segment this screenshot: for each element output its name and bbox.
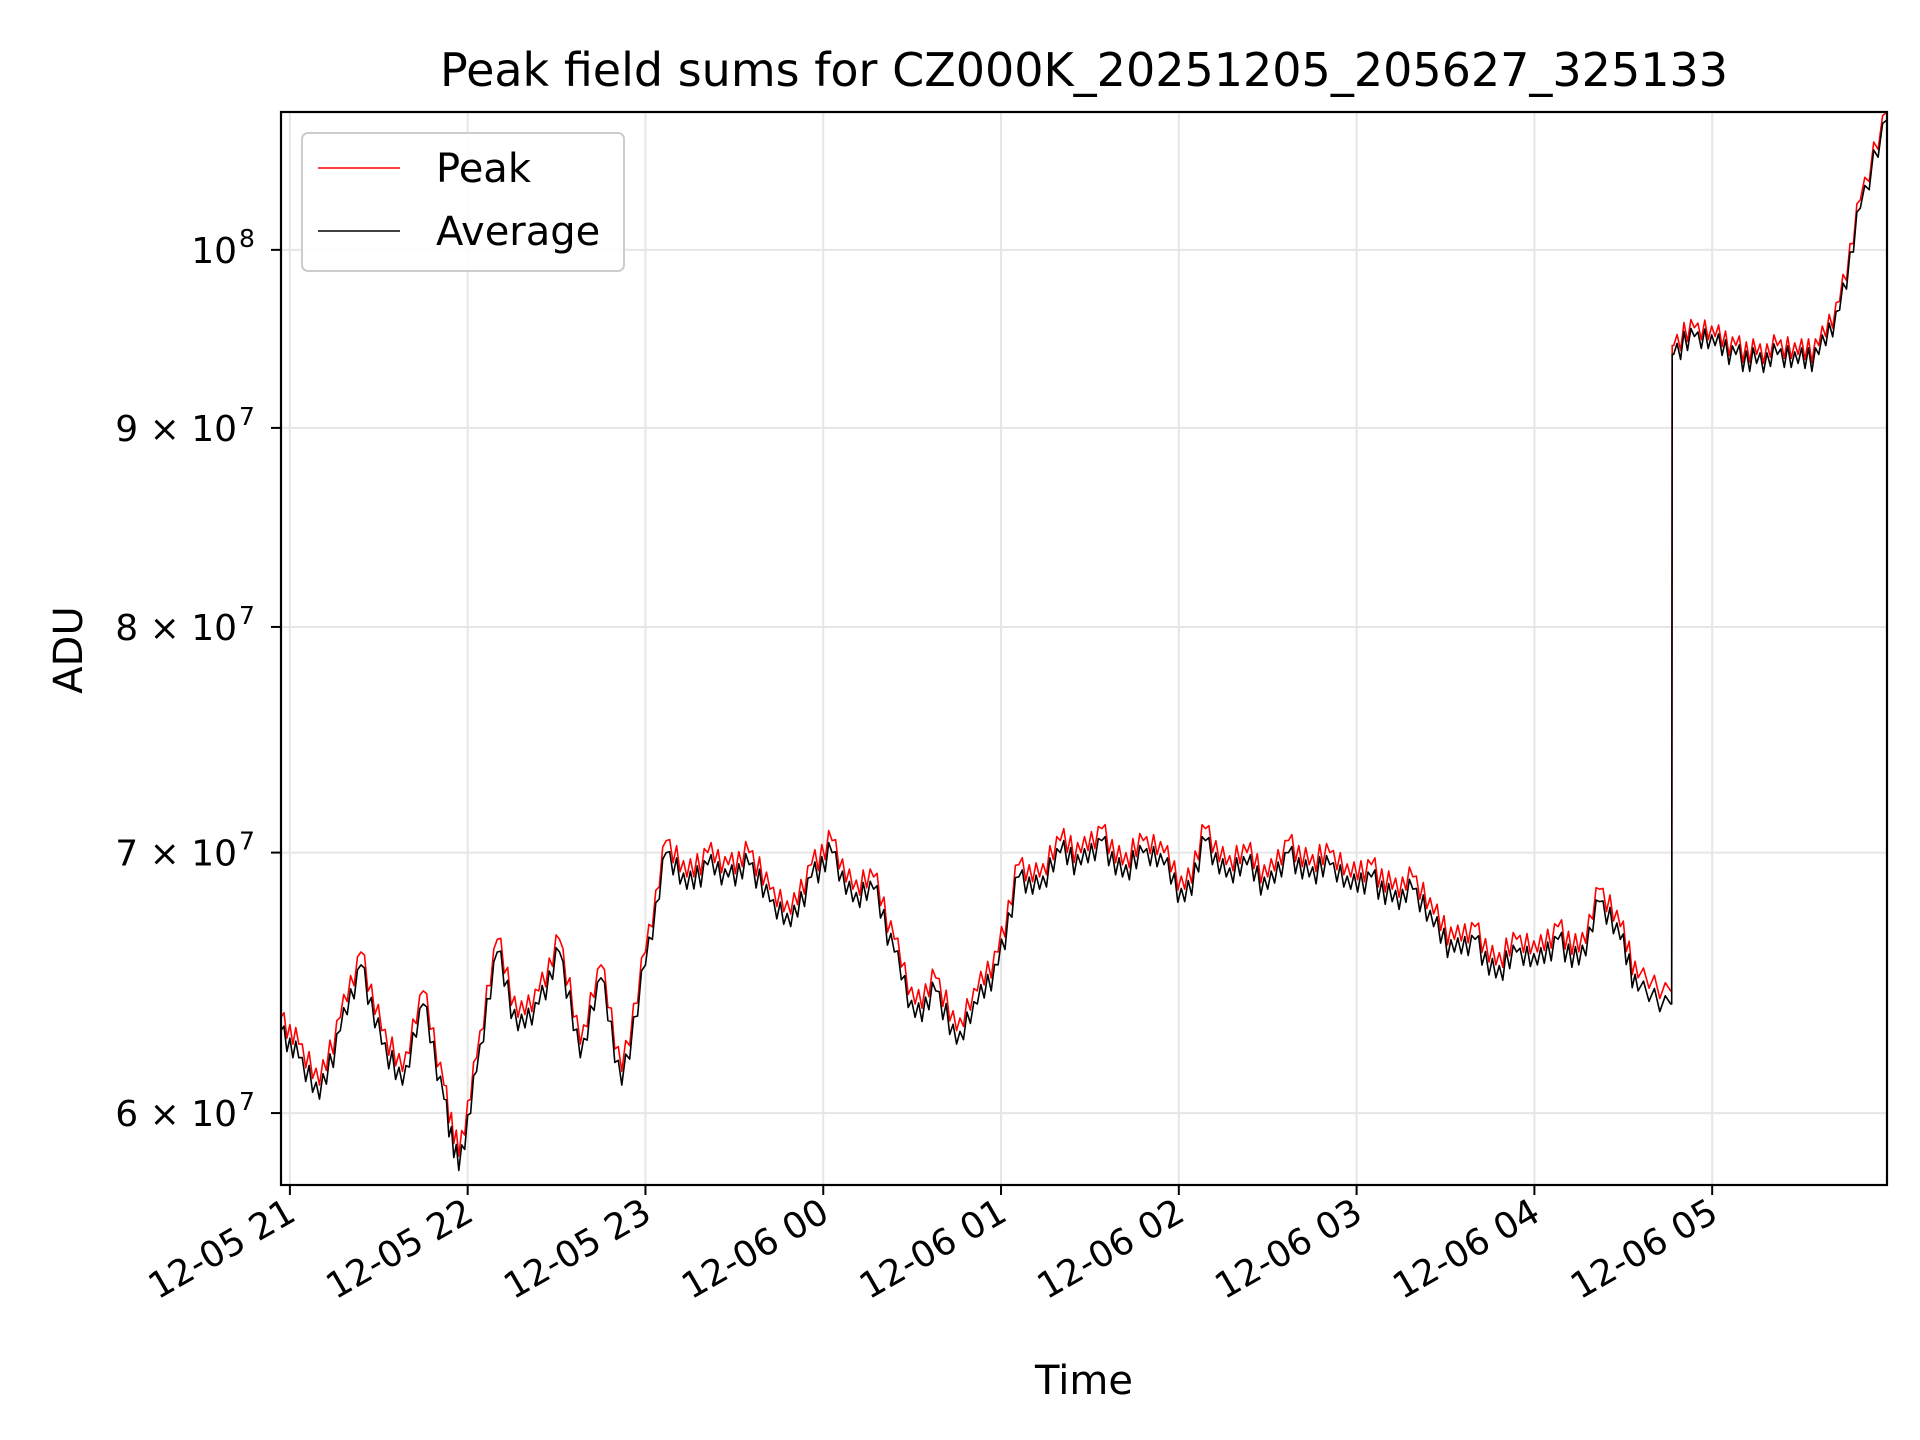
series-line-peak bbox=[280, 111, 1888, 1157]
legend-peak-label: Peak bbox=[436, 146, 532, 192]
series-layer bbox=[280, 111, 1888, 1172]
y-axis-label: ADU bbox=[46, 606, 92, 693]
y-tick-label: 7 × 10 7 bbox=[115, 827, 255, 875]
y-tick-base: 8 × 10 bbox=[115, 608, 237, 649]
y-tick-label: 6 × 10 7 bbox=[115, 1087, 255, 1135]
x-axis-label: Time bbox=[1034, 1358, 1133, 1404]
y-tick-base: 7 × 10 bbox=[115, 834, 237, 875]
y-tick-label: 10 8 bbox=[191, 224, 255, 272]
y-tick-exponent: 8 bbox=[239, 224, 255, 253]
legend-average-label: Average bbox=[436, 209, 600, 255]
y-tick-base: 9 × 10 bbox=[115, 409, 237, 450]
series-line-average bbox=[280, 119, 1888, 1172]
y-tick-label: 8 × 10 7 bbox=[115, 601, 255, 649]
y-tick-exponent: 7 bbox=[239, 601, 255, 630]
y-tick-base: 6 × 10 bbox=[115, 1094, 237, 1135]
legend: Peak Average bbox=[301, 132, 625, 272]
y-tick-exponent: 7 bbox=[239, 402, 255, 431]
y-tick-exponent: 7 bbox=[239, 827, 255, 856]
y-tick-label: 9 × 10 7 bbox=[115, 402, 255, 450]
plot-frame bbox=[279, 110, 1889, 1187]
y-tick-base: 10 bbox=[191, 231, 237, 272]
y-tick-exponent: 7 bbox=[239, 1087, 255, 1116]
chart-title: Peak field sums for CZ000K_20251205_2056… bbox=[440, 43, 1728, 97]
